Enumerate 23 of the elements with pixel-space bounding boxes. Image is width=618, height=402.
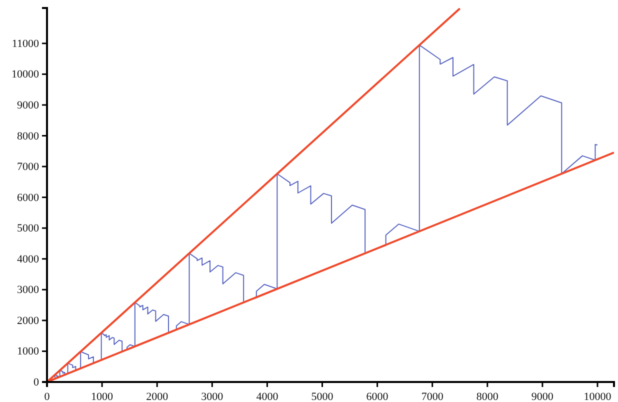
x-tick-label: 6000	[366, 390, 389, 402]
y-tick-label: 3000	[17, 284, 40, 296]
x-tick-label: 8000	[476, 390, 499, 402]
y-tick-label: 5000	[17, 222, 40, 235]
x-tick-label: 10000	[584, 390, 612, 402]
x-tick-label: 1000	[91, 390, 114, 402]
y-tick-label: 8000	[17, 130, 40, 142]
y-tick-label: 1000	[17, 346, 40, 358]
x-tick-label: 4000	[256, 390, 279, 402]
x-tick-label: 7000	[421, 390, 444, 402]
y-tick-label: 0	[34, 376, 40, 389]
y-tick-label: 10000	[12, 68, 40, 81]
y-tick-label: 4000	[17, 253, 40, 266]
y-tick-label: 9000	[17, 99, 40, 112]
y-tick-label: 2000	[17, 314, 40, 327]
x-tick-label: 2000	[146, 390, 169, 402]
x-tick-label: 5000	[311, 390, 334, 402]
y-tick-label: 11000	[12, 38, 40, 50]
x-tick-label: 0	[44, 390, 50, 402]
y-tick-label: 7000	[17, 161, 40, 174]
x-tick-label: 3000	[201, 390, 224, 402]
x-tick-label: 9000	[531, 390, 554, 402]
y-tick-label: 6000	[17, 192, 40, 204]
